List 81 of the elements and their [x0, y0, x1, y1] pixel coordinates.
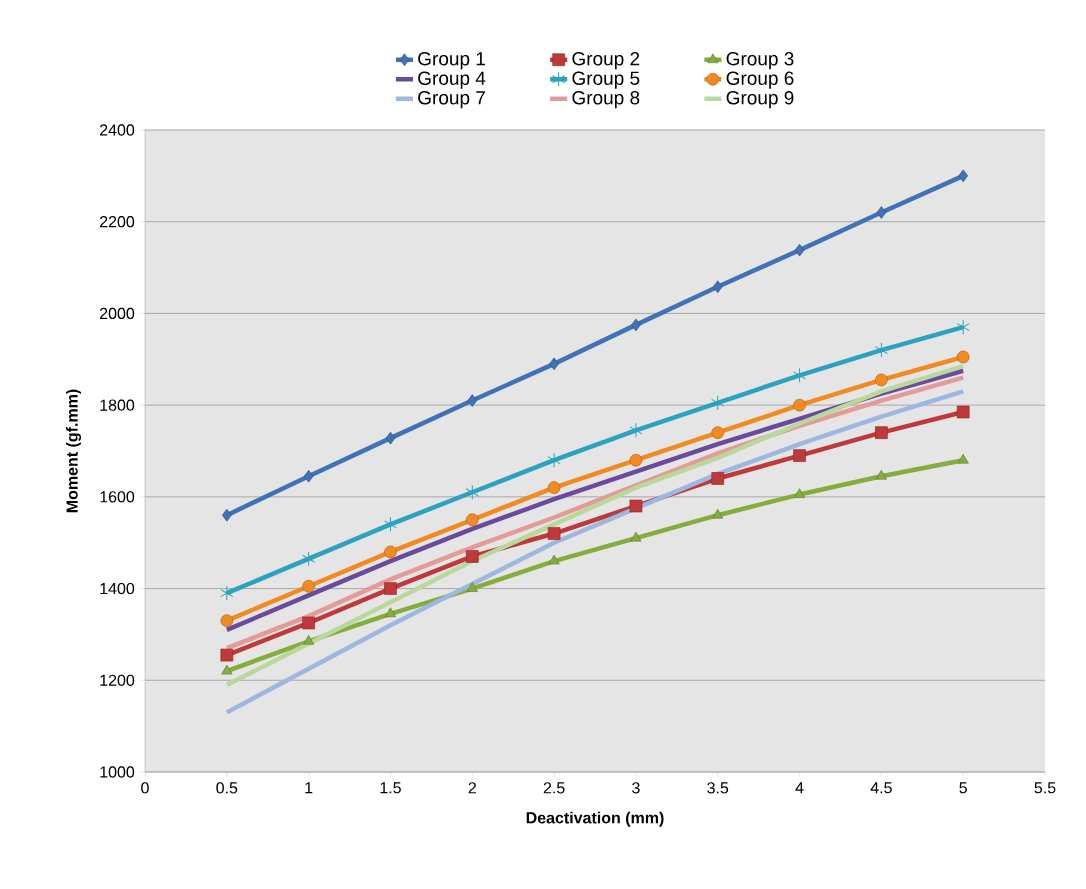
- x-tick-label: 0.5: [216, 782, 238, 794]
- x-tick-label: 2: [468, 782, 476, 794]
- point: [302, 579, 315, 593]
- legend-label: Group 7: [418, 91, 485, 109]
- point: [220, 648, 234, 662]
- point: [629, 422, 643, 438]
- y-tick-label: 1600: [100, 491, 135, 503]
- legend-label: Group 4: [418, 71, 486, 89]
- x-tick-label: 5: [959, 782, 967, 794]
- point: [629, 453, 643, 467]
- legend-label: Group 2: [572, 51, 640, 70]
- point: [958, 169, 968, 183]
- point: [629, 499, 643, 513]
- point: [712, 280, 723, 294]
- y-tick-label: 1200: [100, 674, 135, 686]
- point: [956, 405, 970, 419]
- x-tick-label: 5.5: [1034, 782, 1056, 794]
- point: [384, 607, 396, 618]
- point: [220, 585, 234, 601]
- point: [792, 367, 807, 383]
- point: [712, 508, 724, 519]
- point: [302, 551, 316, 567]
- x-tick-label: 4.5: [870, 782, 892, 794]
- legend-label: Group 1: [418, 51, 485, 70]
- y-tick-label: 2000: [100, 307, 135, 320]
- point: [875, 426, 888, 439]
- y-tick-label: 1400: [100, 582, 135, 595]
- x-tick-label: 0: [141, 782, 149, 794]
- point: [547, 527, 561, 540]
- x-tick-label: 3.5: [707, 782, 729, 794]
- x-axis-title: Deactivation (mm): [526, 811, 664, 827]
- y-tick-label: 2400: [100, 124, 135, 136]
- point: [222, 508, 232, 522]
- point: [956, 350, 970, 364]
- legend-label: Group 9: [726, 91, 794, 109]
- y-tick-label: 1000: [100, 766, 135, 778]
- point: [465, 484, 479, 500]
- point: [547, 481, 561, 494]
- point: [875, 373, 888, 387]
- point: [466, 582, 478, 592]
- y-tick-label: 2200: [100, 216, 135, 228]
- point: [874, 342, 888, 358]
- x-tick-label: 3: [632, 782, 640, 794]
- point: [548, 554, 560, 565]
- y-tick-label: 1800: [100, 399, 135, 411]
- point: [711, 426, 725, 439]
- point: [220, 614, 234, 627]
- point: [711, 472, 725, 485]
- point: [630, 531, 642, 542]
- point: [876, 206, 887, 219]
- point: [957, 453, 969, 464]
- point: [383, 516, 398, 532]
- point: [465, 550, 479, 563]
- point: [711, 395, 725, 411]
- point: [956, 319, 970, 335]
- point: [793, 398, 806, 412]
- legend-label: Group 5: [572, 71, 640, 89]
- point: [547, 452, 561, 468]
- point: [385, 431, 396, 445]
- point: [302, 616, 315, 630]
- point: [794, 243, 805, 257]
- point: [793, 449, 806, 462]
- point: [384, 545, 397, 559]
- point: [794, 488, 806, 498]
- point: [384, 582, 397, 595]
- point: [631, 318, 641, 332]
- point: [221, 664, 233, 675]
- point: [303, 469, 314, 483]
- legend-label: Group 6: [726, 71, 794, 89]
- x-tick-label: 1.5: [380, 782, 401, 794]
- legend-label: Group 3: [726, 51, 794, 70]
- point: [467, 394, 478, 407]
- x-tick-label: 1: [305, 782, 313, 794]
- legend-label: Group 8: [572, 91, 640, 109]
- y-axis-title: Moment (gf.mm): [66, 389, 82, 513]
- point: [549, 357, 559, 371]
- point: [875, 469, 887, 480]
- x-tick-label: 4: [795, 782, 804, 794]
- point: [303, 635, 315, 645]
- x-tick-label: 2.5: [543, 782, 565, 794]
- point: [465, 513, 479, 527]
